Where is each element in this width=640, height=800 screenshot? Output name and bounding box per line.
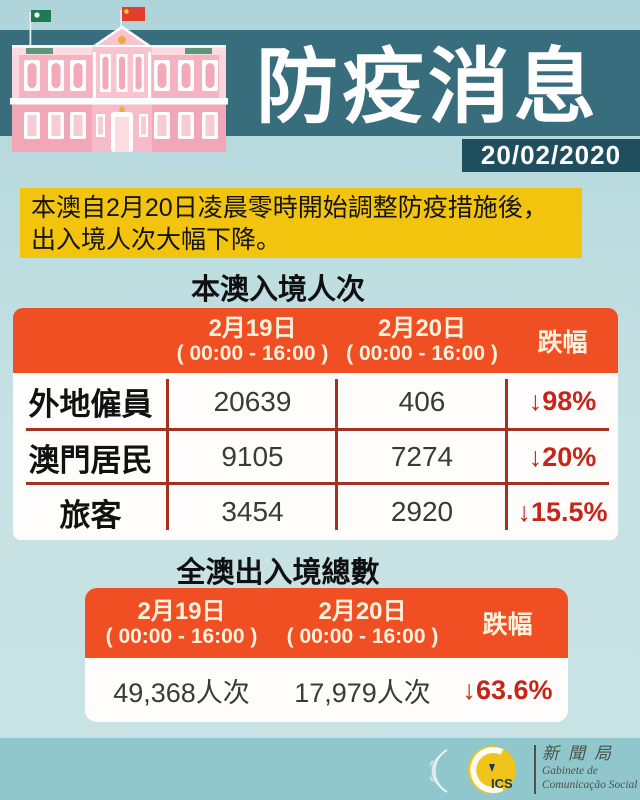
footer-band xyxy=(0,738,640,800)
page-title: 防疫消息 xyxy=(255,42,600,133)
day2-value: 2920 xyxy=(390,496,454,527)
notice-line1: 本澳自2月20日凌晨零時開始調整防疫措施後， xyxy=(31,194,548,222)
totals-table-body: 49,368人次 17,979人次 ↓63.6% xyxy=(85,658,568,722)
date-badge: 20/02/2020 xyxy=(462,139,640,172)
macau-flag-icon xyxy=(29,10,51,48)
header-cell-day1: 2月19日 ( 00:00 - 16:00 ) xyxy=(85,588,278,658)
notice-line2: 出入境人次大幅下降。 xyxy=(31,226,282,254)
day1-value: 9105 xyxy=(221,441,284,472)
day1-time-label: ( 00:00 - 16:00 ) xyxy=(176,342,329,365)
arrivals-table-header: 2月19日 ( 00:00 - 16:00 ) 2月20日 ( 00:00 - … xyxy=(13,308,618,373)
table-row: 澳門居民 9105 7274 ↓20% xyxy=(13,430,618,484)
row-label: 旅客 xyxy=(59,497,122,533)
day1-total-value: 49,368人次 xyxy=(113,677,250,708)
china-flag-icon xyxy=(120,7,145,34)
drop-total-value: ↓63.6% xyxy=(462,674,553,705)
row-divider xyxy=(26,482,609,485)
row-label: 澳門居民 xyxy=(28,442,153,478)
drop-label: 跌幅 xyxy=(537,328,588,357)
day2-date-label: 2月20日 xyxy=(318,597,407,625)
day1-date-label: 2月19日 xyxy=(137,597,226,625)
org-name-pt-line1: Gabinete de xyxy=(542,765,598,777)
arrivals-section-title: 本澳入境人次 xyxy=(190,274,365,306)
totals-table-header: 2月19日 ( 00:00 - 16:00 ) 2月20日 ( 00:00 - … xyxy=(85,588,568,658)
drop-label: 跌幅 xyxy=(482,611,533,639)
header-cell-empty xyxy=(13,308,168,373)
column-divider xyxy=(335,379,338,530)
header-cell-day1: 2月19日 ( 00:00 - 16:00 ) xyxy=(168,308,337,373)
column-divider xyxy=(505,379,508,530)
cornice xyxy=(10,98,228,105)
row-label: 外地僱員 xyxy=(28,387,153,422)
building-illustration xyxy=(10,7,228,152)
drop-value: ↓15.5% xyxy=(517,496,608,527)
org-name-pt-line2: Comunicação Social xyxy=(542,779,638,791)
day2-total-value: 17,979人次 xyxy=(294,677,431,708)
day1-value: 3454 xyxy=(221,496,284,527)
header-cell-day2: 2月20日 ( 00:00 - 16:00 ) xyxy=(337,308,507,373)
day1-date-label: 2月19日 xyxy=(208,315,297,342)
arrivals-table: 2月19日 ( 00:00 - 16:00 ) 2月20日 ( 00:00 - … xyxy=(13,308,618,540)
day1-value: 20639 xyxy=(213,385,292,417)
day2-time-label: ( 00:00 - 16:00 ) xyxy=(286,624,439,648)
row-divider xyxy=(26,428,609,431)
header-cell-drop: 跌幅 xyxy=(507,308,618,373)
gcs-logo-icon: ICS xyxy=(430,746,516,794)
header-cell-drop: 跌幅 xyxy=(447,588,568,658)
footer-divider xyxy=(534,745,536,794)
column-divider xyxy=(166,379,169,530)
table-row: 外地僱員 20639 406 ↓98% xyxy=(13,373,618,430)
pediment-emblem xyxy=(118,36,126,44)
totals-section-title: 全澳出入境總數 xyxy=(176,557,380,589)
org-name-zh: 新聞局 xyxy=(542,744,620,763)
notice-banner: 本澳自2月20日凌晨零時開始調整防疫措施後， 出入境人次大幅下降。 xyxy=(20,188,582,258)
day1-time-label: ( 00:00 - 16:00 ) xyxy=(105,624,258,648)
table-row: 旅客 3454 2920 ↓15.5% xyxy=(13,484,618,540)
day2-value: 7274 xyxy=(390,441,454,472)
day2-date-label: 2月20日 xyxy=(377,315,467,342)
arrivals-table-body: 外地僱員 20639 406 ↓98% 澳門居民 9105 7274 ↓20% … xyxy=(13,373,618,540)
day2-value: 406 xyxy=(398,385,446,417)
header-cell-day2: 2月20日 ( 00:00 - 16:00 ) xyxy=(278,588,447,658)
drop-value: ↓98% xyxy=(528,386,597,416)
day2-time-label: ( 00:00 - 16:00 ) xyxy=(346,342,498,365)
org-name-block: 新聞局 Gabinete de Comunicação Social xyxy=(542,744,638,792)
drop-value: ↓20% xyxy=(528,441,597,472)
totals-table: 2月19日 ( 00:00 - 16:00 ) 2月20日 ( 00:00 - … xyxy=(85,588,568,722)
logo-acronym: ICS xyxy=(491,776,513,791)
